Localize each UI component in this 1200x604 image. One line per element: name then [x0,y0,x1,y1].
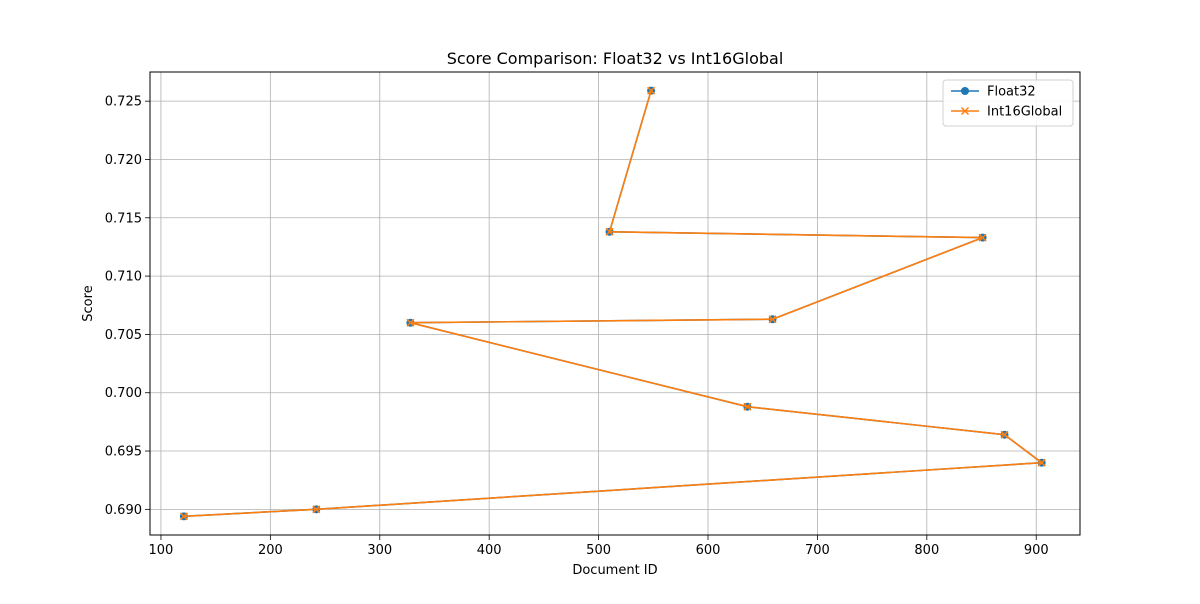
series-layer [179,86,1046,521]
x-marker-stroke [406,318,415,327]
x-marker-stroke [1037,458,1046,467]
x-marker-stroke [978,233,987,242]
x-tick-label: 600 [696,543,721,558]
data-point-int16global [647,86,656,95]
x-marker-stroke [743,402,752,411]
x-tick-label: 200 [258,543,283,558]
series-line-0 [183,90,1043,518]
x-marker-stroke [1000,430,1009,439]
data-point-int16global [1037,458,1046,467]
series-line-1 [183,90,1043,518]
y-tick-label: 0.705 [105,328,142,343]
y-tick-label: 0.715 [105,211,142,226]
y-axis-label: Score [81,285,96,321]
x-tick-label: 700 [805,543,830,558]
x-tick-label: 900 [1024,543,1049,558]
legend-label: Float32 [987,85,1036,100]
data-point-int16global [978,233,987,242]
data-point-int16global [605,227,614,236]
x-marker-stroke [960,106,970,116]
chart-title: Score Comparison: Float32 vs Int16Global [447,49,784,68]
legend-marker-x [960,106,970,116]
x-tick-label: 500 [586,543,611,558]
y-tick-label: 0.725 [105,95,142,110]
plot-frame [149,71,1081,536]
x-tick-label: 100 [149,543,174,558]
x-marker-stroke [312,505,321,514]
x-marker-stroke [768,315,777,324]
legend-marker-circle [961,87,969,95]
axis-layer: 100 200 300 400 500 600 700 800 900 0.690 0.695 0.7… [105,95,1049,558]
y-tick-label: 0.695 [105,445,142,460]
legend: Float32 Int16Global [942,79,1074,127]
data-point-int16global [743,402,752,411]
x-tick-label: 800 [914,543,939,558]
x-marker-stroke [647,86,656,95]
x-tick-label: 400 [477,543,502,558]
legend-label: Int16Global [987,105,1062,120]
data-point-int16global [1000,430,1009,439]
x-marker-stroke [179,512,188,521]
y-tick-label: 0.710 [105,270,142,285]
data-point-int16global [406,318,415,327]
grid-layer [150,72,1080,535]
y-tick-label: 0.720 [105,153,142,168]
x-tick-label: 300 [367,543,392,558]
data-point-int16global [768,315,777,324]
y-tick-label: 0.700 [105,386,142,401]
x-axis-label: Document ID [572,563,657,578]
data-point-int16global [179,512,188,521]
x-marker-stroke [605,227,614,236]
data-point-int16global [312,505,321,514]
y-tick-label: 0.690 [105,503,142,518]
